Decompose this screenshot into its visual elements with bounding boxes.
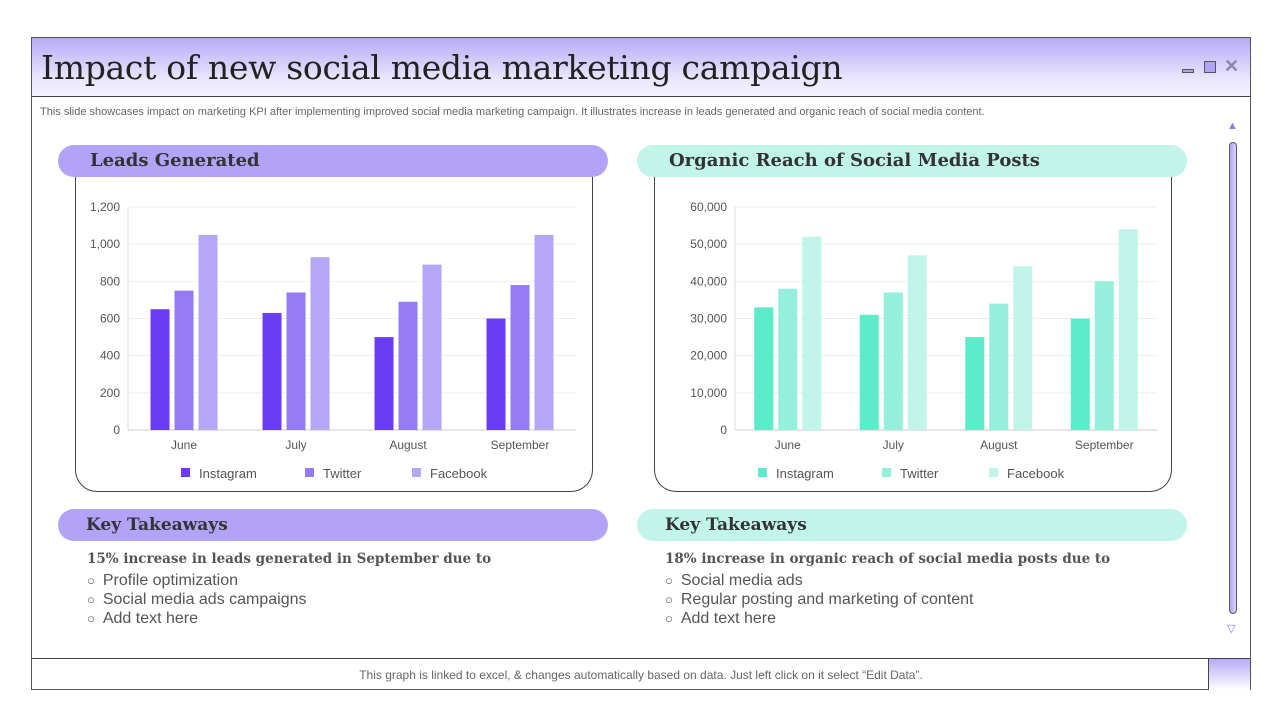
scroll-down-icon[interactable]: ▽	[1227, 623, 1236, 635]
x-tick-label: August	[389, 438, 427, 452]
bar-instagram-june	[754, 307, 774, 430]
y-tick-label: 1,200	[90, 200, 120, 214]
y-tick-label: 60,000	[690, 200, 727, 214]
bar-instagram-september	[1070, 318, 1090, 430]
maximize-icon[interactable]	[1204, 61, 1216, 73]
leads-heading: Leads Generated	[58, 145, 608, 177]
footer-note: This graph is linked to excel, & changes…	[32, 658, 1250, 690]
bar-facebook-july	[310, 257, 330, 430]
left-takeaway-lead: 15% increase in leads generated in Septe…	[87, 551, 492, 567]
list-item: Regular posting and marketing of content	[665, 590, 974, 609]
bar-twitter-june	[174, 290, 194, 430]
x-tick-label: July	[285, 438, 306, 452]
legend-label-twitter: Twitter	[900, 466, 939, 481]
x-tick-label: June	[171, 438, 197, 452]
y-tick-label: 20,000	[690, 349, 727, 363]
legend-label-instagram: Instagram	[776, 466, 834, 481]
scrollbar[interactable]	[1229, 142, 1237, 614]
right-bullets: Social media ads Regular posting and mar…	[665, 571, 974, 628]
bar-instagram-august	[965, 337, 985, 430]
y-tick-label: 0	[113, 423, 120, 437]
legend-swatch-instagram	[758, 468, 767, 477]
right-takeaway-lead: 18% increase in organic reach of social …	[665, 551, 1111, 567]
reach-heading: Organic Reach of Social Media Posts	[637, 145, 1187, 177]
bar-instagram-june	[150, 309, 170, 430]
x-tick-label: August	[980, 438, 1018, 452]
bar-instagram-august	[374, 337, 394, 430]
y-tick-label: 1,000	[90, 237, 120, 251]
y-tick-label: 30,000	[690, 312, 727, 326]
bar-twitter-august	[398, 301, 418, 430]
bar-twitter-september	[510, 285, 530, 430]
list-item: Add text here	[665, 609, 973, 628]
y-tick-label: 0	[720, 423, 727, 437]
left-takeaways-heading: Key Takeaways	[58, 509, 608, 541]
x-tick-label: September	[1075, 438, 1134, 452]
leads-chart: 0 200 400 600 800 1,000 1,200 June July August Sep…	[90, 200, 576, 481]
slide-window: Impact of new social media marketing cam…	[31, 37, 1251, 690]
subtitle: This slide showcases impact on marketing…	[40, 106, 985, 118]
bar-facebook-august	[1013, 266, 1033, 430]
legend-label-facebook: Facebook	[1007, 466, 1065, 481]
legend-swatch-twitter	[882, 468, 891, 477]
reach-chart: 0 10,000 20,000 30,000 40,000 50,000 60,000 Jun…	[690, 200, 1157, 481]
legend-swatch-facebook	[412, 468, 421, 477]
close-icon[interactable]: ✕	[1224, 56, 1240, 76]
x-tick-label: July	[883, 438, 904, 452]
list-item: Profile optimization	[87, 571, 307, 590]
bar-twitter-september	[1094, 281, 1114, 430]
bar-twitter-july	[883, 292, 903, 430]
bar-facebook-july	[907, 255, 927, 430]
scroll-up-icon[interactable]: ▲	[1227, 120, 1238, 132]
footer-box	[1208, 659, 1250, 690]
y-tick-label: 600	[100, 312, 120, 326]
bar-twitter-august	[989, 303, 1009, 430]
bar-twitter-june	[778, 288, 798, 430]
y-tick-label: 10,000	[690, 386, 727, 400]
right-takeaways-heading: Key Takeaways	[637, 509, 1187, 541]
page-title: Impact of new social media marketing cam…	[41, 48, 843, 87]
bar-twitter-july	[286, 292, 306, 430]
footer-text: This graph is linked to excel, & changes…	[359, 668, 923, 682]
list-item: Social media ads	[665, 571, 973, 590]
bar-instagram-september	[486, 318, 506, 430]
title-bar: Impact of new social media marketing cam…	[32, 38, 1250, 97]
legend-label-facebook: Facebook	[430, 466, 488, 481]
bar-facebook-june	[802, 236, 822, 430]
bar-facebook-september	[534, 234, 554, 430]
bar-instagram-july	[859, 314, 879, 430]
legend-swatch-twitter	[305, 468, 314, 477]
y-tick-label: 200	[100, 386, 120, 400]
list-item: Add text here	[87, 609, 307, 628]
y-tick-label: 50,000	[690, 237, 727, 251]
legend-swatch-instagram	[181, 468, 190, 477]
x-tick-label: September	[491, 438, 550, 452]
x-tick-label: June	[775, 438, 801, 452]
bar-facebook-june	[198, 234, 218, 430]
bar-instagram-july	[262, 312, 282, 430]
left-bullets: Profile optimization Social media ads ca…	[87, 571, 307, 628]
legend-label-twitter: Twitter	[323, 466, 362, 481]
y-tick-label: 400	[100, 349, 120, 363]
legend-label-instagram: Instagram	[199, 466, 257, 481]
minimize-icon[interactable]	[1182, 69, 1194, 73]
list-item: Social media ads campaigns	[87, 590, 307, 609]
legend-swatch-facebook	[989, 468, 998, 477]
bar-facebook-august	[422, 264, 442, 430]
y-tick-label: 40,000	[690, 274, 727, 288]
y-tick-label: 800	[100, 274, 120, 288]
bar-facebook-september	[1118, 229, 1138, 430]
